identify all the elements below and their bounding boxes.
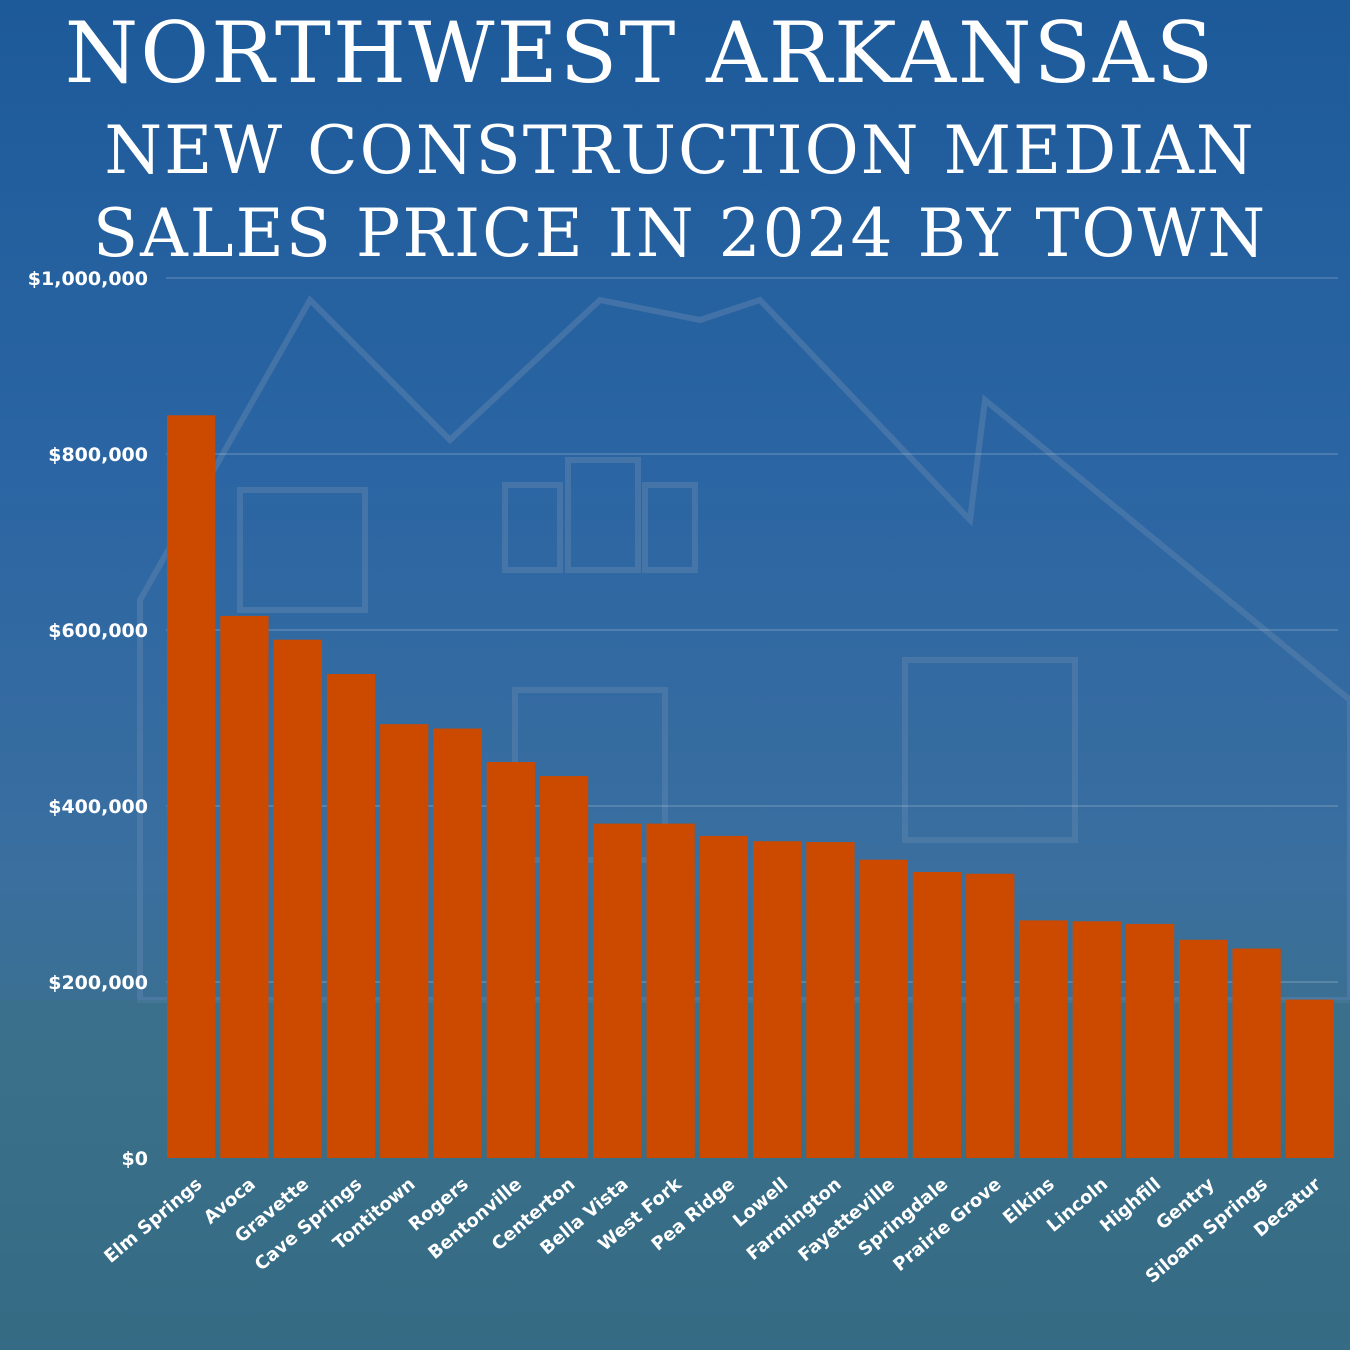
bar-fayetteville [859, 859, 908, 1158]
bar-pea-ridge [699, 835, 748, 1158]
title-line-2: NEW CONSTRUCTION MEDIAN [104, 112, 1256, 189]
bar-lowell [753, 841, 802, 1158]
bar-tontitown [380, 724, 429, 1158]
bar-elm-springs [167, 415, 216, 1158]
y-tick-label: $0 [122, 1148, 148, 1170]
bar-prairie-grove [966, 873, 1015, 1158]
bar-siloam-springs [1232, 948, 1281, 1158]
y-tick-label: $1,000,000 [28, 268, 148, 290]
bar-bella-vista [593, 823, 642, 1158]
x-tick-label: Elm Springs [100, 1174, 206, 1268]
title-line-1: NORTHWEST ARKANSAS [64, 4, 1216, 102]
x-tick-label: Highfill [1096, 1174, 1165, 1237]
bar-gravette [273, 639, 322, 1158]
bar-farmington [806, 842, 855, 1158]
bar-springdale [912, 872, 962, 1158]
bar-lincoln [1072, 921, 1121, 1158]
bar-west-fork [646, 823, 695, 1158]
title-line-3: SALES PRICE IN 2024 BY TOWN [92, 195, 1268, 272]
bar-centerton [539, 776, 589, 1158]
bar-elkins [1019, 920, 1068, 1158]
bar-decatur [1285, 999, 1334, 1158]
bar-gentry [1179, 939, 1228, 1158]
bar-bentonville [486, 762, 535, 1158]
y-tick-label: $800,000 [48, 444, 148, 466]
y-tick-label: $200,000 [48, 972, 148, 994]
bar-cave-springs [326, 674, 376, 1158]
y-tick-label: $400,000 [48, 796, 148, 818]
bar-rogers [433, 728, 482, 1158]
bar-highfill [1125, 923, 1175, 1158]
bar-avoca [220, 615, 269, 1158]
y-tick-label: $600,000 [48, 620, 148, 642]
